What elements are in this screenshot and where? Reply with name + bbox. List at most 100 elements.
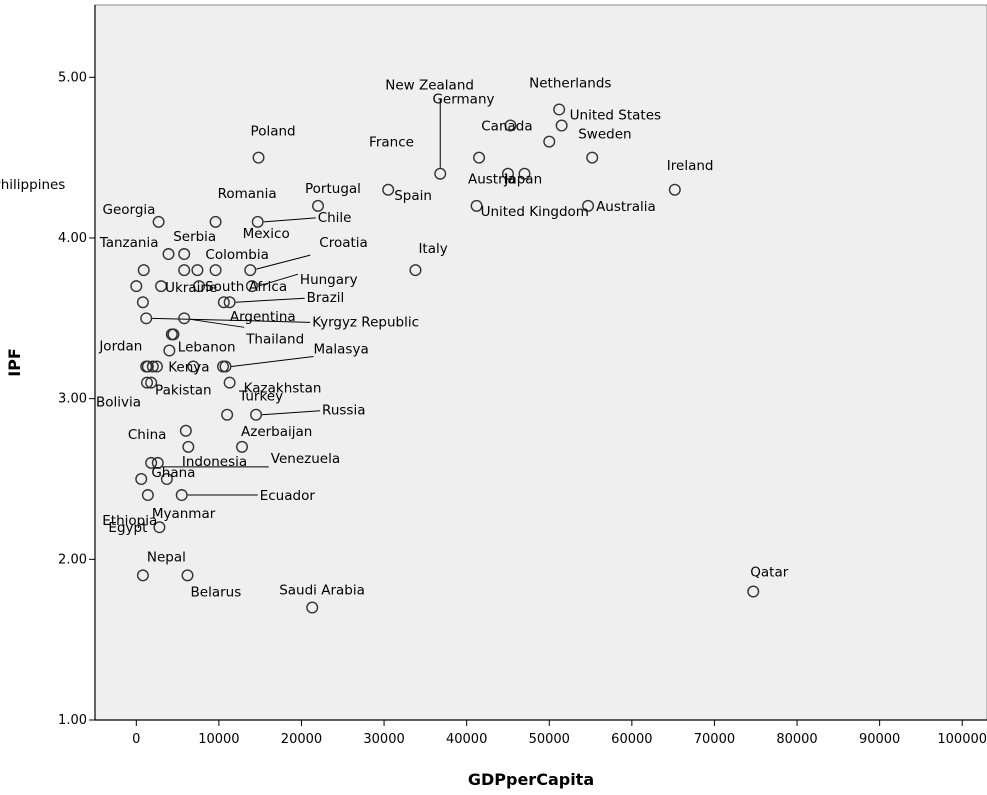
data-point bbox=[162, 248, 175, 261]
point-label: Chile bbox=[318, 210, 352, 226]
data-point bbox=[553, 103, 566, 116]
data-point bbox=[245, 280, 258, 293]
label-connector-line bbox=[190, 318, 245, 328]
data-point bbox=[473, 151, 486, 164]
x-tick-label: 60000 bbox=[611, 732, 652, 747]
point-label: Italy bbox=[418, 241, 447, 257]
data-point bbox=[136, 296, 149, 309]
point-label: Tanzania bbox=[99, 235, 159, 251]
point-label: South Africa bbox=[205, 279, 287, 295]
data-point bbox=[150, 360, 163, 373]
data-point bbox=[217, 296, 230, 309]
data-point bbox=[191, 264, 204, 277]
x-tick-label: 100000 bbox=[937, 732, 987, 747]
point-label: Pakistan bbox=[155, 383, 212, 399]
point-label: Kenya bbox=[168, 360, 209, 376]
data-point bbox=[179, 424, 192, 437]
point-label: Japan bbox=[503, 172, 542, 188]
data-point bbox=[182, 440, 195, 453]
point-label: Romania bbox=[218, 186, 277, 202]
data-point bbox=[135, 472, 148, 485]
data-point bbox=[504, 119, 517, 132]
data-point bbox=[543, 135, 556, 148]
data-point bbox=[163, 344, 176, 357]
point-label: Azerbaijan bbox=[241, 424, 312, 440]
data-point bbox=[209, 215, 222, 228]
point-label: Thailand bbox=[245, 331, 304, 347]
point-label: Ethiopia bbox=[102, 513, 157, 529]
data-point bbox=[434, 167, 447, 180]
point-label: Poland bbox=[251, 124, 296, 140]
data-point bbox=[153, 521, 166, 534]
y-tick-label: 4.00 bbox=[58, 231, 87, 246]
data-point bbox=[136, 569, 149, 582]
point-label: Argentina bbox=[230, 309, 296, 325]
data-point bbox=[582, 199, 595, 212]
point-label: Brazil bbox=[307, 290, 345, 306]
data-point bbox=[141, 376, 154, 389]
data-point bbox=[668, 183, 681, 196]
label-connectors bbox=[152, 98, 441, 496]
point-label: Myanmar bbox=[152, 506, 216, 522]
label-connector-line bbox=[231, 356, 314, 368]
data-point bbox=[155, 280, 168, 293]
data-point bbox=[145, 376, 158, 389]
label-connector-line bbox=[235, 297, 305, 303]
point-label: Netherlands bbox=[529, 75, 611, 91]
point-label: New Zealand bbox=[385, 78, 474, 94]
data-point bbox=[306, 601, 319, 614]
data-point bbox=[409, 264, 422, 277]
point-label: China bbox=[128, 427, 167, 443]
point-label: Ireland bbox=[667, 158, 714, 174]
point-label: Russia bbox=[322, 403, 365, 419]
point-label: Canada bbox=[481, 119, 532, 135]
x-tick-label: 30000 bbox=[363, 732, 404, 747]
data-point bbox=[146, 360, 159, 373]
data-point bbox=[209, 264, 222, 277]
point-label: Belarus bbox=[191, 584, 242, 600]
data-point bbox=[187, 360, 200, 373]
data-point bbox=[178, 248, 191, 261]
y-axis-title: IPF bbox=[5, 348, 24, 377]
point-labels: New Zealand Netherlands Germany United Stat… bbox=[0, 75, 789, 600]
point-label: Lebanon bbox=[178, 339, 236, 355]
point-label: Germany bbox=[432, 92, 494, 108]
x-tick-label: 80000 bbox=[776, 732, 817, 747]
y-tick-label: 1.00 bbox=[58, 713, 87, 728]
point-label: United States bbox=[570, 108, 661, 124]
point-label: France bbox=[369, 135, 414, 151]
x-tick-label: 0 bbox=[132, 732, 140, 747]
data-points bbox=[130, 103, 760, 614]
label-connector-line bbox=[263, 217, 316, 223]
data-point bbox=[555, 119, 568, 132]
axes: 1.00 2.00 3.00 4.00 5.00 0 10000 20000 30000 4000… bbox=[58, 5, 987, 747]
point-label: Kyrgyz Republic bbox=[312, 314, 419, 330]
data-point bbox=[140, 312, 153, 325]
point-label: Egypt bbox=[108, 520, 147, 536]
point-label: Saudi Arabia bbox=[279, 583, 365, 599]
data-point bbox=[181, 569, 194, 582]
data-point bbox=[221, 408, 234, 421]
data-point bbox=[251, 215, 264, 228]
data-point bbox=[252, 151, 265, 164]
data-point bbox=[223, 296, 236, 309]
point-label: Ecuador bbox=[260, 488, 316, 504]
point-label: Spain bbox=[394, 188, 432, 204]
data-point bbox=[501, 167, 514, 180]
point-label: Jordan bbox=[98, 338, 142, 354]
point-label: Kazakhstan bbox=[244, 381, 322, 397]
data-point bbox=[178, 264, 191, 277]
data-point bbox=[518, 167, 531, 180]
data-point bbox=[312, 199, 325, 212]
x-tick-label: 90000 bbox=[859, 732, 900, 747]
point-label: Malasya bbox=[313, 342, 368, 358]
y-tick-label: 3.00 bbox=[58, 392, 87, 407]
point-label: Australia bbox=[596, 199, 656, 215]
data-point bbox=[236, 440, 249, 453]
data-point bbox=[193, 280, 206, 293]
point-label: Philippines bbox=[0, 177, 65, 193]
data-point bbox=[586, 151, 599, 164]
data-point bbox=[141, 489, 154, 502]
point-label: Nepal bbox=[147, 549, 186, 565]
